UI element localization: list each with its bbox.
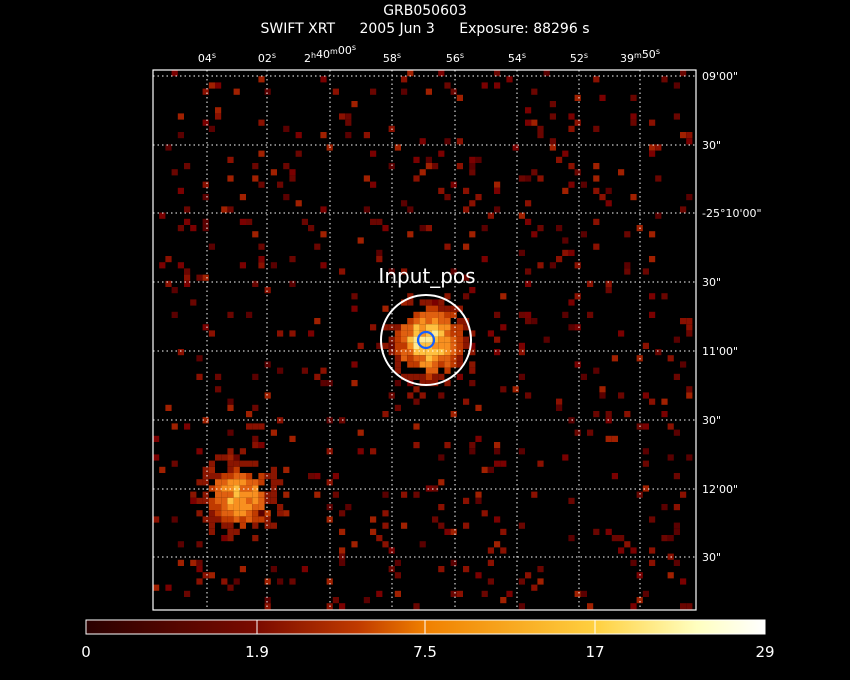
ra-tick-label: 52s [570,51,588,65]
dec-tick-label: 30" [702,276,721,289]
colorbar-tick-label: 17 [585,643,604,661]
ra-tick-label: 02s [258,51,276,65]
dec-tick-label: 12'00" [702,483,738,496]
coordinate-grid [153,70,696,610]
exposure-label: Exposure: 88296 s [459,21,590,37]
input-pos-label: Input_pos [378,264,475,288]
input-position-marker [416,330,436,350]
instrument-label: SWIFT XRT [260,21,336,37]
dec-tick-label: 30" [702,414,721,427]
ra-tick-label: 2h40m00s [304,43,356,65]
colorbar-ticks: 0 1.9 7.5 17 29 [81,620,775,661]
ra-tick-label: 04s [198,51,216,65]
colorbar-tick-label: 7.5 [413,643,437,661]
extraction-circle [380,294,472,386]
ra-axis-labels: 04s 02s 2h40m00s 58s 56s 54s 52s 39m50s [198,43,660,65]
dec-tick-label: 30" [702,551,721,564]
image-frame [152,69,697,611]
dec-tick-label: 11'00" [702,345,738,358]
dec-tick-label: 09'00" [702,70,738,83]
ra-tick-label: 58s [383,51,401,65]
colorbar-tick-label: 0 [81,643,91,661]
ra-tick-label: 56s [446,51,464,65]
dec-axis-labels: 09'00" 30" -25°10'00" 30" 11'00" 30" 12'00" 30" [702,70,762,564]
dec-tick-label: 30" [702,139,721,152]
colorbar-tick-label: 1.9 [245,643,269,661]
dec-tick-label: -25°10'00" [702,207,762,220]
date-label: 2005 Jun 3 [359,21,435,37]
colorbar-tick-label: 29 [755,643,774,661]
ra-tick-label: 54s [508,51,526,65]
count-pixels [153,70,693,610]
ra-tick-label: 39m50s [620,47,660,65]
observation-target: GRB050603 [383,3,467,19]
observation-info: SWIFT XRT 2005 Jun 3 Exposure: 88296 s [0,21,850,37]
